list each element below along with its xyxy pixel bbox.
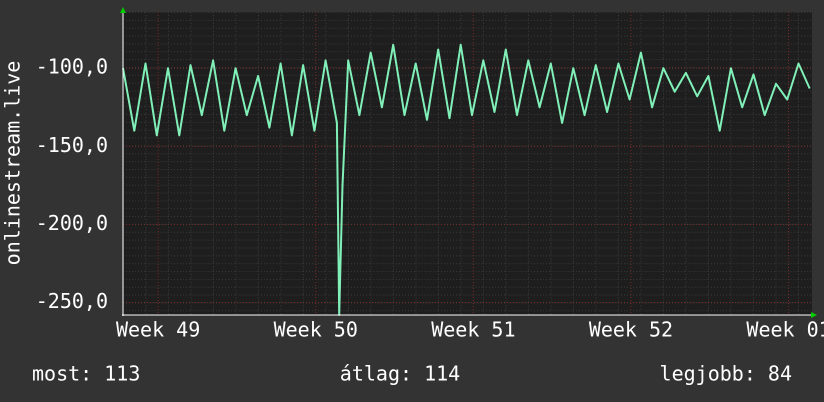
x-tick-label: Week 49: [116, 318, 200, 342]
footer-current: most: 113: [32, 362, 140, 386]
data-line: [122, 43, 811, 316]
minor-grid: [123, 12, 812, 315]
x-axis-arrow: [811, 312, 817, 318]
marks-group: [122, 43, 811, 316]
y-tick-label: -200,0: [36, 211, 108, 235]
x-tick-label: Week 52: [589, 318, 673, 342]
x-tick-label: Week 51: [431, 318, 515, 342]
footer-best: legjobb: 84: [660, 362, 792, 386]
grid-group: [123, 12, 812, 315]
footer-average: átlag: 114: [340, 362, 460, 386]
x-tick-label: Week 01: [746, 318, 824, 342]
y-tick-label: -250,0: [36, 289, 108, 313]
y-axis-arrow: [120, 7, 126, 13]
x-tick-label: Week 50: [274, 318, 358, 342]
y-axis-label: onlinestream.live: [1, 61, 25, 266]
y-tick-label: -150,0: [36, 133, 108, 157]
y-tick-label: -100,0: [36, 55, 108, 79]
